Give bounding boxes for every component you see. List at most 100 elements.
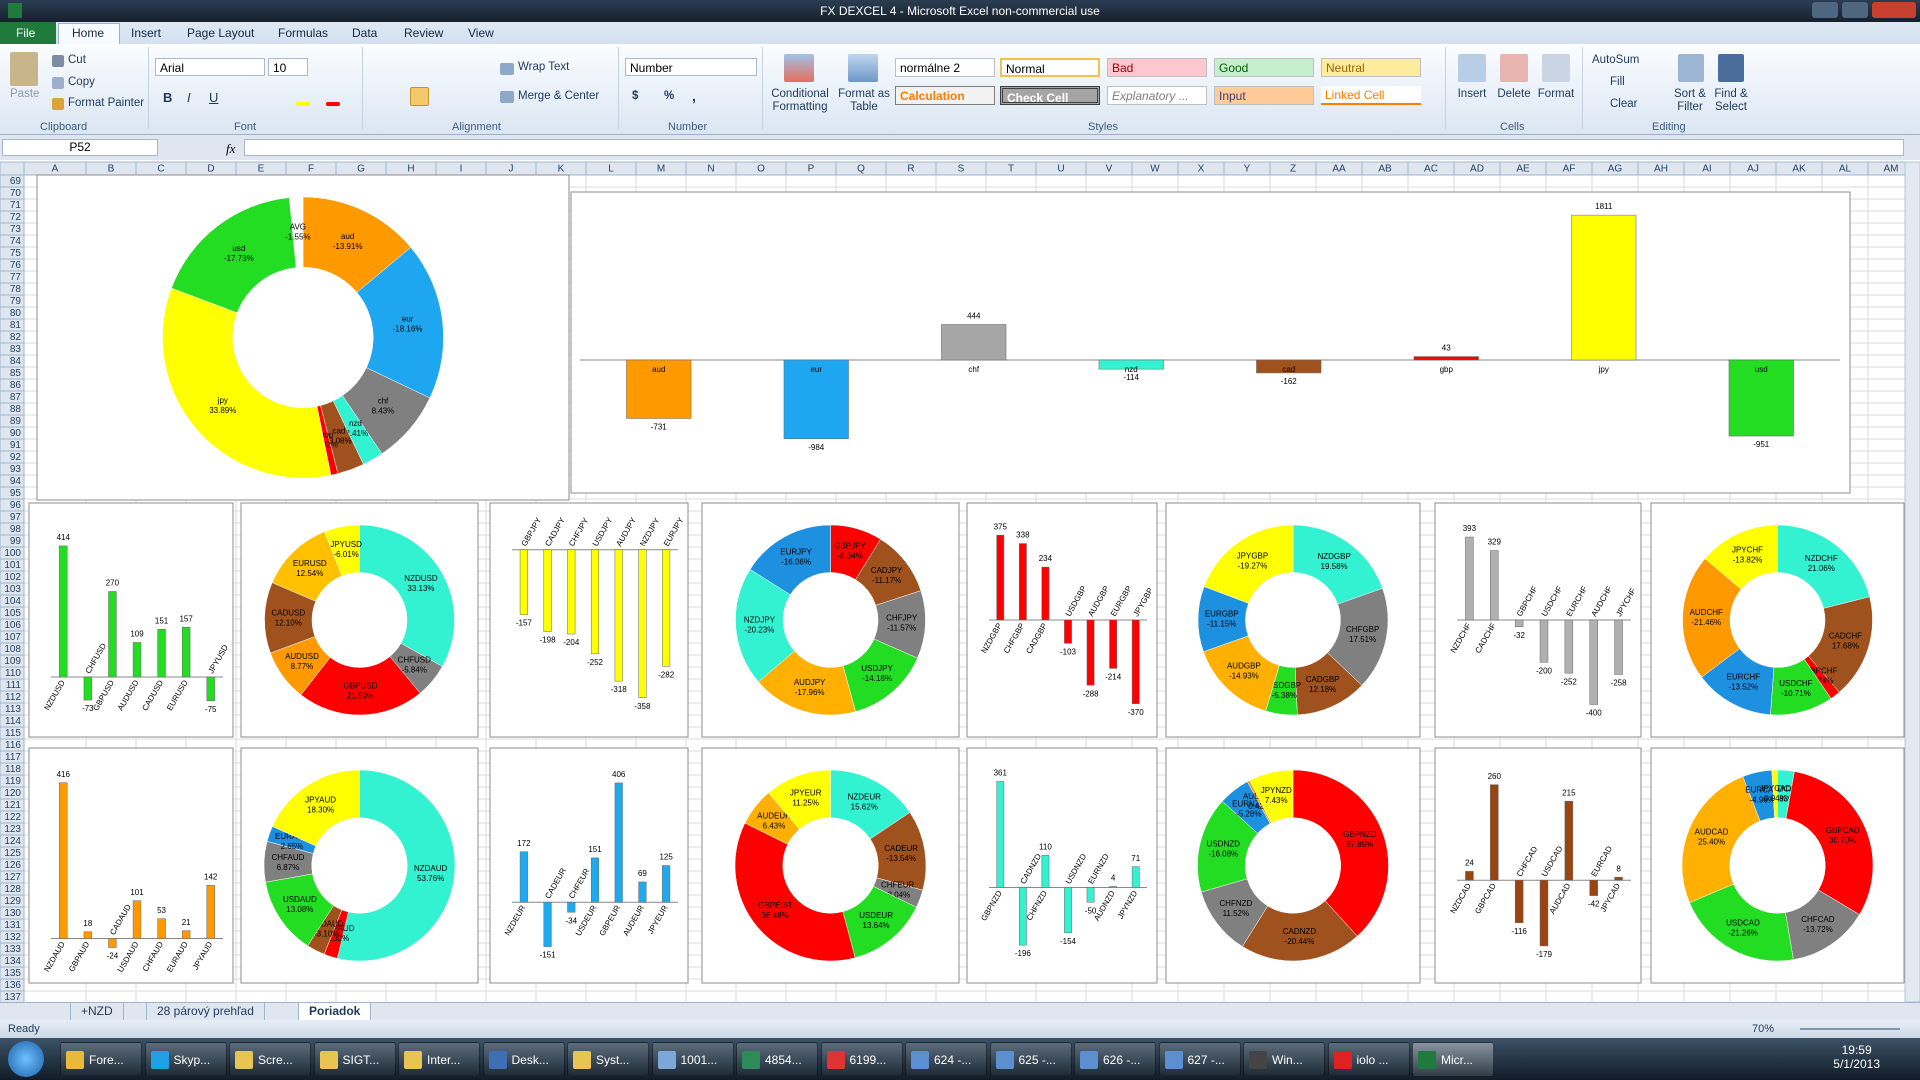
italic-button[interactable]: I [187, 90, 191, 105]
number-format[interactable]: Number [625, 58, 757, 76]
tab[interactable]: Home [72, 26, 105, 40]
bold-button[interactable]: B [163, 90, 173, 105]
row-header: 94 [10, 476, 22, 487]
taskbar-button[interactable]: Micr... [1412, 1042, 1494, 1076]
cut-button[interactable]: Cut [68, 54, 86, 66]
close-button[interactable] [1872, 2, 1916, 18]
taskbar-button[interactable]: iolo ... [1327, 1042, 1410, 1076]
taskbar-button[interactable]: 1001... [651, 1042, 734, 1076]
clock[interactable]: 19:59 5/1/2013 [1833, 1043, 1880, 1071]
taskbar-button[interactable]: 626 -... [1074, 1042, 1156, 1076]
cell-style[interactable]: Input [1214, 86, 1314, 105]
cell-style[interactable]: Bad [1107, 58, 1207, 77]
fill-button[interactable]: Fill [1610, 76, 1625, 88]
row-header: 110 [5, 668, 21, 679]
format-as-table-button[interactable]: Format as Table [838, 88, 890, 113]
tab[interactable]: Data [352, 26, 378, 40]
underline-button[interactable]: U [209, 90, 219, 105]
tab[interactable]: Formulas [278, 26, 329, 40]
conditional-formatting-button[interactable]: Conditional Formatting [771, 88, 829, 113]
chart[interactable]: 172NZDEUR-151CADEUR-34CHFEUR151USDEUR406… [489, 747, 689, 984]
tab[interactable]: View [468, 26, 494, 40]
center-align-active[interactable] [410, 87, 429, 106]
find-select-button[interactable]: Find & Select [1714, 88, 1748, 113]
cell-style[interactable]: Good [1214, 58, 1314, 77]
tab[interactable]: Page Layout [187, 26, 255, 40]
fx-button[interactable]: fx [226, 141, 236, 156]
slice-value-label: -1.74% [1808, 677, 1833, 686]
zoom-slider[interactable] [1800, 1028, 1900, 1030]
insert-button[interactable]: Insert [1457, 88, 1487, 100]
taskbar-button[interactable]: 625 -... [989, 1042, 1072, 1076]
taskbar-button[interactable]: Syst... [567, 1042, 649, 1076]
bar-value-label: -154 [1060, 937, 1077, 946]
taskbar-button[interactable]: SIGT... [313, 1042, 396, 1076]
taskbar-button[interactable]: Win... [1243, 1042, 1325, 1076]
start-button[interactable] [8, 1041, 44, 1077]
delete-button[interactable]: Delete [1497, 88, 1531, 100]
taskbar-button[interactable]: Inter... [398, 1042, 480, 1076]
format-painter-button[interactable]: Format Painter [68, 97, 145, 109]
taskbar-button[interactable]: 624 -... [905, 1042, 987, 1076]
cell-style[interactable]: normálne 2 [895, 58, 995, 77]
taskbar-button[interactable]: Scre... [229, 1042, 311, 1076]
cell-style[interactable]: Linked Cell [1321, 86, 1421, 105]
bar [59, 782, 68, 939]
tab[interactable]: Review [404, 26, 444, 40]
sheet-tab[interactable]: Poriadok [298, 1003, 372, 1021]
font-name[interactable]: Arial [155, 58, 265, 76]
maximize-button[interactable] [1842, 2, 1868, 18]
format-button[interactable]: Format [1537, 88, 1575, 100]
taskbar-button[interactable]: 627 -... [1158, 1042, 1241, 1076]
taskbar-button[interactable]: Fore... [60, 1042, 142, 1076]
autosum-button[interactable]: AutoSum [1592, 54, 1640, 66]
merge-center-button[interactable]: Merge & Center [518, 90, 600, 102]
cell-style[interactable]: Check Cell [1000, 86, 1100, 105]
app-icon [66, 1051, 84, 1069]
chart[interactable]: 24NZDCAD260GBPCAD-116CHFCAD-179USDCAD215… [1434, 747, 1642, 984]
sort-filter-button[interactable]: Sort & Filter [1674, 88, 1706, 113]
cell-style[interactable]: Explanatory ... [1107, 86, 1207, 105]
taskbar-button[interactable]: Desk... [482, 1042, 565, 1076]
name-box[interactable]: P52 [2, 139, 158, 156]
clear-button[interactable]: Clear [1610, 98, 1638, 110]
comma-button[interactable]: , [692, 88, 696, 104]
font-size[interactable]: 10 [268, 58, 308, 76]
sheet-tab[interactable]: 28 párový prehľad [146, 1003, 265, 1021]
paste-button[interactable]: Paste [10, 88, 40, 100]
taskbar-button[interactable]: 6199... [820, 1042, 903, 1076]
copy-button[interactable]: Copy [68, 76, 95, 88]
zoom-level[interactable]: 70% [1752, 1023, 1775, 1035]
chart[interactable]: 361GBPNZD-196CADNZD110CHFNZD-154USDNZD-5… [966, 747, 1158, 984]
cell-style[interactable]: Calculation [895, 86, 995, 105]
percent-button[interactable]: % [664, 90, 675, 102]
minimize-button[interactable] [1812, 2, 1838, 18]
chart[interactable]: GBPJPY-8.84% CADJPY-11.17% CHFJPY-11.57% US… [701, 502, 960, 738]
wrap-text-button[interactable]: Wrap Text [518, 61, 570, 73]
cell-style[interactable]: Neutral [1321, 58, 1421, 77]
tab[interactable]: File [16, 26, 36, 40]
formula-input[interactable] [244, 139, 1904, 156]
tab[interactable]: Insert [131, 26, 162, 40]
currency-button[interactable]: $ [632, 90, 639, 102]
taskbar-button[interactable]: Skyp... [144, 1042, 227, 1076]
chart[interactable]: -157GBPJPY-198CADJPY-204CHFJPY-252USDJPY… [489, 502, 689, 738]
row-header: 82 [10, 332, 22, 343]
slice-name: CADNZD [1283, 927, 1317, 936]
cell-style[interactable]: Normal [1000, 58, 1100, 77]
taskbar-button[interactable]: 4854... [736, 1042, 818, 1076]
sheet-tab[interactable]: +NZD [70, 1003, 124, 1021]
